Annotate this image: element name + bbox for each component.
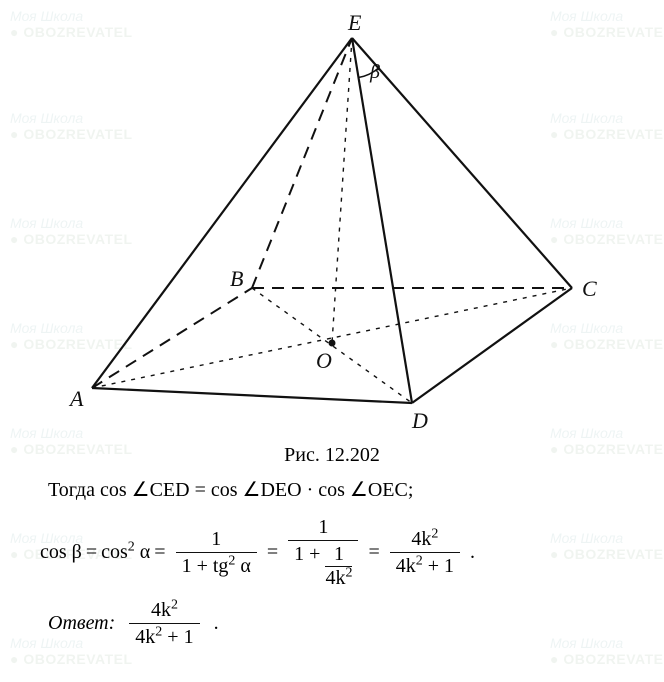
page-content: A B C D E Oβ Рис. 12.202 Тогда cos ∠CED = cos… [0,0,664,648]
answer-frac: 4k2 4k2 + 1 [129,599,199,648]
eq-eq3: = [267,541,278,564]
frac2-den-pre: 1 + [294,543,325,565]
frac1-den-post: α [235,555,250,577]
svg-text:B: B [230,266,243,291]
eq-frac3-den: 4k2 + 1 [390,555,460,577]
svg-text:β: β [369,61,380,83]
figure-container: A B C D E Oβ [20,8,644,438]
svg-text:A: A [68,386,84,411]
line1-prefix: Тогда [48,479,100,501]
frac2-inner-den: 4k2 [325,568,352,589]
eq-frac1-num: 1 [205,528,227,550]
line1-lhs: cos ∠CED [100,479,190,501]
eq-frac3-num: 4k2 [405,528,444,550]
ans-den-post: + 1 [162,626,193,648]
eq-cos-sup: 2 [128,539,135,554]
svg-text:D: D [411,408,428,433]
line1-rhs1: cos ∠DEO [211,479,302,501]
eq-frac2: 1 1 + 1 4k2 [288,516,358,589]
pyramid-figure: A B C D E Oβ [52,8,612,438]
line1-eq: = [190,479,211,501]
frac3-den-sup: 2 [416,553,423,568]
eq-cos2a: cos2 α [101,541,150,564]
eq-cos: cos [101,541,128,563]
ans-den-pre: 4k [135,626,155,648]
svg-text:E: E [347,10,362,35]
eq-cos-arg: α [135,541,150,563]
eq-frac1-den: 1 + tg2 α [176,555,257,577]
line1-rhs2: cos ∠OEC [318,479,408,501]
eq-tail: . [470,541,475,564]
svg-text:O: O [316,348,332,373]
eq-frac2-den: 1 + 1 4k2 [288,543,358,589]
frac3-den-post: + 1 [423,555,454,577]
frac1-den-pre: 1 + tg [182,555,229,577]
answer-label: Ответ: [48,612,115,635]
eq-frac2-num: 1 [312,516,334,538]
eq-frac3: 4k2 4k2 + 1 [390,528,460,577]
frac2-inner-den-pre: 4k [325,567,345,589]
svg-text:C: C [582,276,597,301]
answer-line: Ответ: 4k2 4k2 + 1 . [48,599,644,648]
frac2-inner: 1 4k2 [325,544,352,589]
line1-dot: · [302,479,319,501]
frac3-num-sup: 2 [431,526,438,541]
main-equation: cos β = cos2 α = 1 1 + tg2 α = 1 1 + 1 4… [40,516,644,589]
eq-frac1: 1 1 + tg2 α [176,528,257,577]
ans-num-pre: 4k [151,599,171,621]
frac2-inner-den-sup: 2 [345,565,352,580]
ans-num-sup: 2 [171,597,178,612]
frac3-num-pre: 4k [411,528,431,550]
figure-caption: Рис. 12.202 [20,444,644,467]
answer-frac-num: 4k2 [145,599,184,621]
eq-eq1: = [86,541,97,564]
eq-eq4: = [368,541,379,564]
eq-eq2: = [154,541,165,564]
answer-tail: . [214,612,219,635]
answer-frac-den: 4k2 + 1 [129,626,199,648]
derivation-line-1: Тогда cos ∠CED = cos ∠DEO · cos ∠OEC; [48,477,644,502]
frac2-inner-num: 1 [334,544,344,565]
eq-lhs: cos β [40,541,82,564]
line1-suffix: ; [408,479,414,501]
frac3-den-pre: 4k [396,555,416,577]
